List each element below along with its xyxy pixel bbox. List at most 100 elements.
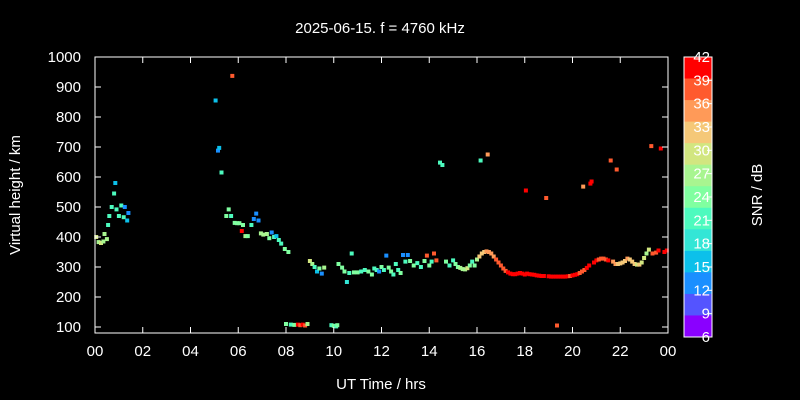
data-point <box>637 262 642 267</box>
data-point <box>635 262 639 267</box>
data-point <box>352 270 356 275</box>
data-point <box>347 271 352 275</box>
data-point <box>520 271 525 276</box>
data-point <box>577 271 582 275</box>
data-point <box>112 191 117 196</box>
data-point <box>374 268 379 272</box>
data-points <box>94 73 669 329</box>
colorbar-segment <box>684 186 712 209</box>
colorbar-tick-label: 33 <box>693 119 710 136</box>
data-point <box>99 241 103 245</box>
data-point <box>261 232 266 237</box>
y-tick-label: 100 <box>56 319 81 336</box>
data-point <box>556 274 561 279</box>
data-point <box>243 234 248 239</box>
data-point <box>444 259 448 264</box>
data-point <box>422 259 427 263</box>
colorbar-tick-label: 9 <box>702 306 710 323</box>
data-point <box>508 271 513 276</box>
colorbar-segment <box>684 121 712 144</box>
data-point <box>386 265 391 270</box>
data-point <box>532 272 537 277</box>
chart-title: 2025-06-15. f = 4760 kHz <box>295 20 465 37</box>
data-point <box>460 267 465 272</box>
data-point <box>434 258 439 263</box>
data-point <box>654 250 659 255</box>
data-point <box>213 98 218 103</box>
data-point <box>274 234 279 239</box>
data-point <box>114 207 119 212</box>
data-point <box>292 322 297 327</box>
data-point <box>418 265 423 269</box>
plot-frame <box>94 56 669 334</box>
data-point <box>295 322 300 327</box>
data-point <box>599 256 604 261</box>
x-tick-label: 22 <box>612 343 629 360</box>
x-tick-label: 10 <box>325 343 342 360</box>
data-point <box>580 269 584 274</box>
data-point <box>336 262 341 266</box>
data-point <box>496 260 501 265</box>
colorbar-tick-label: 24 <box>693 189 710 206</box>
data-point <box>455 265 460 269</box>
data-point <box>482 250 487 254</box>
data-point <box>381 268 386 272</box>
data-point <box>307 259 312 263</box>
data-point <box>491 254 496 259</box>
data-point <box>315 269 319 274</box>
data-point <box>96 240 101 245</box>
data-point <box>391 272 396 277</box>
data-point <box>305 322 310 326</box>
data-point <box>126 211 131 215</box>
data-point <box>389 269 394 274</box>
data-point <box>467 263 472 268</box>
data-point <box>401 253 405 257</box>
data-point <box>649 144 654 149</box>
data-point <box>319 271 324 276</box>
data-point <box>269 230 274 235</box>
y-tick-label: 400 <box>56 229 81 246</box>
data-point <box>362 268 367 272</box>
data-point <box>527 272 532 277</box>
data-point <box>359 269 364 274</box>
data-point <box>230 73 235 78</box>
data-point <box>451 258 456 263</box>
data-point <box>534 273 539 278</box>
data-point <box>366 269 371 274</box>
data-point <box>122 205 127 209</box>
colorbar-label: SNR / dB <box>749 164 766 227</box>
data-point <box>589 179 594 184</box>
colorbar-segment <box>684 293 712 316</box>
data-point <box>470 259 475 264</box>
colorbar-tick-label: 6 <box>702 329 710 346</box>
data-point <box>611 259 616 264</box>
colorbar-tick-label: 36 <box>693 96 710 113</box>
y-tick-label: 500 <box>56 199 81 216</box>
data-point <box>515 271 520 276</box>
x-tick-label: 00 <box>87 343 104 360</box>
data-point <box>615 262 620 266</box>
data-point <box>537 273 542 278</box>
data-point <box>478 158 483 163</box>
data-point <box>529 272 534 277</box>
y-tick-label: 900 <box>56 79 81 96</box>
data-point <box>286 250 291 254</box>
colorbar-tick-label: 27 <box>693 166 710 183</box>
data-point <box>658 146 663 151</box>
data-point <box>101 239 106 244</box>
data-point <box>440 163 445 167</box>
data-point <box>565 274 570 279</box>
data-point <box>546 274 551 279</box>
data-point <box>498 263 503 268</box>
data-point <box>581 184 586 189</box>
data-point <box>539 274 544 278</box>
data-point <box>501 266 506 271</box>
data-point <box>303 323 308 328</box>
data-point <box>561 274 565 279</box>
y-axis-label: Virtual height / km <box>7 135 24 255</box>
data-point <box>644 251 649 256</box>
data-point <box>639 260 644 265</box>
data-point <box>342 269 347 274</box>
colorbar-segment <box>684 250 712 273</box>
y-tick-label: 800 <box>56 109 81 126</box>
